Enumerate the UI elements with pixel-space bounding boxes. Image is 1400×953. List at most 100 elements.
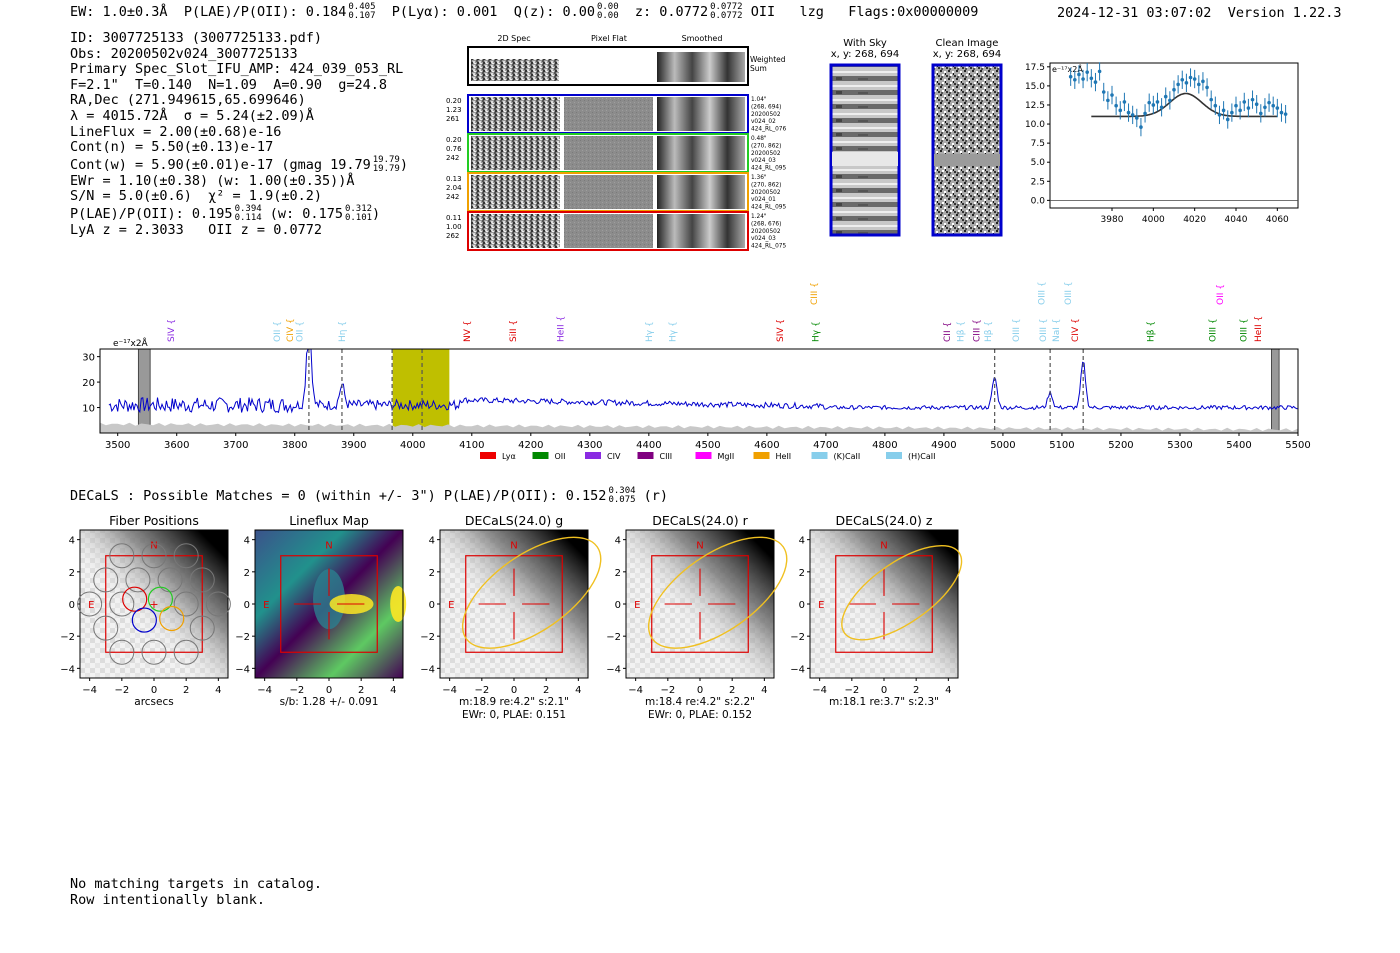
emission-line-label: OIII { — [1208, 318, 1218, 342]
panel-caption: m:18.9 re:4.2" s:2.1" — [459, 696, 569, 708]
info-params: F=2.1" T=0.140 N=1.09 A=0.90 g=24.8 — [70, 76, 387, 93]
z-line: OII — [750, 4, 776, 20]
panel-xtick-label: −4 — [82, 685, 97, 696]
east-label: E — [448, 600, 454, 611]
zoom-ytick-label: 12.5 — [1025, 101, 1045, 111]
north-label: N — [150, 540, 157, 551]
legend-label: (K)CaII — [834, 452, 861, 461]
fiber-circle — [125, 567, 151, 593]
panel-ytick-label: −4 — [235, 664, 250, 675]
north-label: N — [880, 540, 887, 551]
version: Version 1.22.3 — [1227, 5, 1342, 21]
spectrum-xtick-label: 4600 — [754, 440, 779, 451]
panel-ytick-label: 2 — [244, 568, 250, 579]
legend-label: CIII — [660, 452, 673, 461]
zoom-data-point — [1225, 117, 1230, 122]
flags-value: Flags:0x00000009 — [848, 4, 979, 20]
emission-line-label: Hγ { — [811, 321, 821, 342]
plya-value: P(Lyα): 0.001 — [391, 4, 498, 20]
zoom-data-point — [1093, 80, 1098, 84]
fiber-circle — [93, 615, 119, 641]
info-primary: Primary Spec_Slot_IFU_AMP: 424_039_053_R… — [70, 61, 404, 78]
panel-xtick-label: 4 — [215, 685, 221, 696]
zoom-ytick-label: 15.0 — [1025, 82, 1045, 92]
weighted-sum-smoothed — [657, 52, 745, 82]
panel-title: DECaLS(24.0) g — [465, 513, 563, 528]
zoom-data-point — [1275, 106, 1280, 110]
spectrum-xtick-label: 4100 — [459, 440, 484, 451]
panel-ytick-label: 0 — [244, 600, 250, 611]
panel-ytick-label: 4 — [615, 536, 621, 547]
plae-range: 0.405 0.107 — [348, 2, 376, 21]
zoom-data-point — [1188, 75, 1193, 80]
legend-label: OII — [555, 452, 566, 461]
panel-ytick-label: −2 — [60, 632, 75, 643]
zoom-data-point — [1197, 82, 1201, 87]
panel-title: DECaLS(24.0) z — [836, 513, 933, 528]
legend-swatch — [585, 452, 601, 459]
panel-ytick-label: −2 — [235, 632, 250, 643]
zoom-data-point — [1205, 85, 1209, 90]
panel-caption: arcsecs — [134, 696, 173, 708]
panel-title: Fiber Positions — [109, 513, 199, 528]
panel-xtick-label: −2 — [660, 685, 675, 696]
panel-xtick-label: 2 — [729, 685, 735, 696]
fiber-circle — [173, 543, 199, 569]
zoom-data-point — [1242, 100, 1247, 104]
panel-title: DECaLS(24.0) r — [652, 513, 748, 528]
emission-line-label: Hβ { — [1146, 321, 1156, 342]
zoom-data-point — [1155, 100, 1160, 104]
spectra-stamps: 0.20 1.23 261 1.04" (268, 694) 20200502 v024_0… — [446, 46, 786, 251]
info-lineflux: LineFlux = 2.00(±0.68)e-16 — [70, 123, 282, 140]
weighted-sum-label: Weighted Sum — [750, 55, 786, 73]
spectrum-xtick-label: 4200 — [518, 440, 543, 451]
stamp-row-smoothed — [657, 136, 745, 170]
zoom-data-point — [1263, 105, 1267, 110]
aperture-box — [651, 555, 749, 653]
plae-label: P(LAE)/P(OII): — [183, 4, 298, 20]
panel-xtick-label: −2 — [289, 685, 304, 696]
spectrum-xtick-label: 4800 — [872, 440, 897, 451]
stamp-row-stats: 0.20 1.23 261 — [446, 97, 462, 123]
legend-label: HeII — [776, 452, 792, 461]
legend-swatch — [811, 452, 828, 459]
lineflux-blob — [313, 569, 345, 630]
error-floor — [100, 422, 1298, 433]
emission-line-label: OIII { — [1012, 318, 1022, 342]
fiber-green — [147, 586, 174, 612]
stamp-row-stats: 0.20 0.76 242 — [446, 136, 462, 162]
line-fit-chart: 0.0 2.5 5.0 7.5 10.0 12.5 15.0 17.5 3980 4000 4020… — [1025, 62, 1299, 225]
emission-line-label: Hγ { — [668, 321, 678, 342]
north-label: N — [510, 540, 517, 551]
zoom-data-point — [1230, 110, 1234, 115]
fiber-circle — [109, 543, 135, 569]
spectrum-xtick-label: 4000 — [400, 440, 425, 451]
panel-xtick-label: −2 — [114, 685, 129, 696]
zoom-data-point — [1180, 77, 1185, 82]
qz-value: Q(z): 0.00 — [513, 4, 595, 20]
catalog-note-line1: No matching targets in catalog. — [70, 876, 322, 892]
zoom-data-point — [1089, 76, 1094, 81]
panel-ytick-label: 4 — [429, 536, 435, 547]
stamp-row-2d — [471, 97, 560, 131]
panel-caption-2: EWr: 0, PLAE: 0.151 — [462, 709, 566, 721]
zoom-data-point — [1209, 97, 1213, 102]
panel-xtick-label: 0 — [511, 685, 517, 696]
stamp-row-meta: 1.24" (268, 676) 20200502 v024_03 424_RL_075 — [751, 214, 786, 250]
fiber-circle — [109, 591, 135, 617]
stamp-row-stats: 0.13 2.04 242 — [446, 175, 462, 201]
zoom-data-point — [1122, 100, 1127, 104]
fiber-circle — [93, 567, 119, 593]
panel-xtick-label: −4 — [628, 685, 643, 696]
z-value: z: 0.0772 — [634, 4, 709, 20]
with-sky-title: With Sky x, y: 268, 694 — [830, 38, 900, 60]
zoom-data-point — [1221, 108, 1226, 113]
zoom-data-point — [1259, 111, 1263, 116]
zoom-xtick-label: 3980 — [1101, 215, 1124, 225]
zoom-unit-label: e⁻¹⁷x2Å — [1052, 63, 1083, 74]
emission-line-label: OIII { — [1240, 318, 1250, 342]
zoom-xtick-label: 4020 — [1183, 215, 1206, 225]
panel-xtick-label: −4 — [257, 685, 272, 696]
weighted-sum-2d — [471, 59, 559, 81]
legend-label: Lyα — [502, 452, 516, 461]
